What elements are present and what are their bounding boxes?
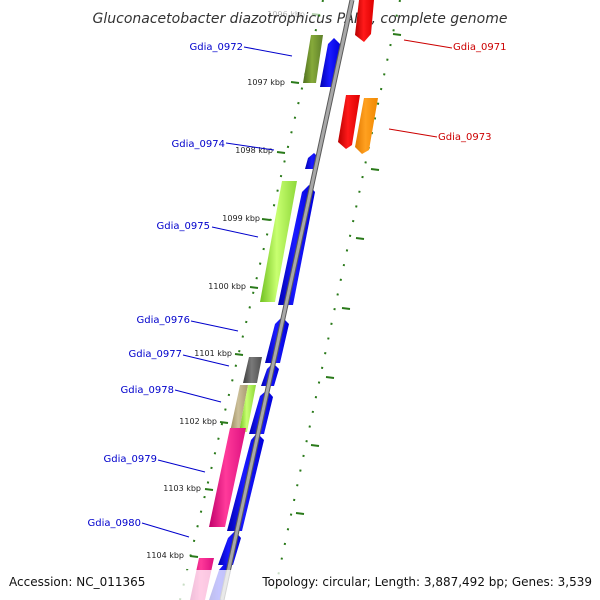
tick-mark <box>311 13 321 16</box>
label-gdia-0973[interactable]: Gdia_0973 <box>388 128 491 143</box>
tick-mark <box>234 353 244 356</box>
leader-line <box>388 128 438 138</box>
tick-label: 1097 kbp <box>247 78 285 87</box>
outer-left-dotted-line <box>179 0 324 600</box>
gene-arrow-gdia-0973-orange[interactable] <box>355 98 378 154</box>
gene-block-gdia-0979-pink[interactable] <box>209 428 246 527</box>
tick-1099: 1099 kbp <box>222 214 271 223</box>
gene-arrow-gdia-0972[interactable] <box>320 38 341 87</box>
gene-label-text[interactable]: Gdia_0974 <box>172 139 225 150</box>
map-title: Gluconacetobacter diazotrophicus PAI 5, … <box>93 11 508 27</box>
tick-mark <box>219 421 229 424</box>
leader-line <box>225 142 275 151</box>
gene-features <box>190 0 378 600</box>
tick-mark <box>189 555 199 558</box>
leader-line <box>243 46 293 57</box>
inner-dash <box>355 237 365 240</box>
tick-label: 1096 kbp <box>267 10 305 19</box>
gene-block-gdia-0978-tan[interactable] <box>230 385 248 432</box>
gene-arrow-gdia-0973[interactable] <box>338 95 360 149</box>
tick-label: 1099 kbp <box>222 214 260 223</box>
gene-label-text[interactable]: Gdia_0972 <box>190 42 243 53</box>
tick-1102: 1102 kbp <box>179 417 229 426</box>
tick-label: 1102 kbp <box>179 417 217 426</box>
label-gdia-0977[interactable]: Gdia_0977 <box>129 349 230 367</box>
tick-mark <box>290 81 300 84</box>
tick-mark <box>261 218 271 221</box>
tick-1101: 1101 kbp <box>194 349 244 358</box>
leader-line <box>190 320 239 332</box>
inner-dash <box>295 512 305 515</box>
inner-dashes <box>295 33 402 515</box>
genome-summary-text: Topology: circular; Length: 3,887,492 bp… <box>261 575 592 589</box>
label-gdia-0971[interactable]: Gdia_0971 <box>403 39 506 53</box>
label-gdia-0978[interactable]: Gdia_0978 <box>121 385 222 403</box>
tick-1100: 1100 kbp <box>208 282 259 291</box>
tick-label: 1104 kbp <box>146 551 184 560</box>
leader-line <box>174 389 222 403</box>
inner-dash <box>310 444 320 447</box>
label-gdia-0975[interactable]: Gdia_0975 <box>157 221 259 238</box>
gene-label-text[interactable]: Gdia_0971 <box>453 42 506 53</box>
gene-label-text[interactable]: Gdia_0979 <box>104 454 157 465</box>
label-gdia-0972[interactable]: Gdia_0972 <box>190 42 293 57</box>
tick-1097: 1097 kbp <box>247 78 300 87</box>
genome-axis <box>219 0 355 600</box>
tick-1098: 1098 kbp <box>235 146 286 155</box>
tick-label: 1103 kbp <box>163 484 201 493</box>
gene-labels: Gdia_0971 Gdia_0972 Gdia_0973 Gdia_0974 … <box>88 39 506 538</box>
tick-1103: 1103 kbp <box>163 484 214 493</box>
accession-text: Accession: NC_011365 <box>9 575 145 589</box>
label-gdia-0974[interactable]: Gdia_0974 <box>172 139 275 151</box>
leader-line <box>211 226 259 238</box>
gene-label-text[interactable]: Gdia_0978 <box>121 385 174 396</box>
gene-label-text[interactable]: Gdia_0976 <box>137 315 190 326</box>
tick-mark <box>204 488 214 491</box>
tick-label: 1101 kbp <box>194 349 232 358</box>
gene-block-gdia-0977-gray[interactable] <box>243 357 262 383</box>
inner-dash <box>370 168 380 171</box>
leader-line <box>182 354 230 367</box>
inner-right-dotted-line <box>272 0 401 600</box>
gene-block-gdia-0978-lime[interactable] <box>239 385 256 432</box>
gene-label-text[interactable]: Gdia_0973 <box>438 132 491 143</box>
gene-arrow-gdia-0971[interactable] <box>355 0 374 42</box>
tick-1104: 1104 kbp <box>146 551 199 560</box>
inner-dash <box>341 307 351 310</box>
leader-line <box>403 39 453 49</box>
kbp-ticks: 1096 kbp 1097 kbp 1098 kbp 1099 kbp 1100… <box>146 10 402 560</box>
leader-line <box>141 522 190 538</box>
tick-label: 1100 kbp <box>208 282 246 291</box>
label-gdia-0979[interactable]: Gdia_0979 <box>104 454 206 473</box>
gene-label-text[interactable]: Gdia_0980 <box>88 518 141 529</box>
leader-line <box>157 459 206 473</box>
gene-block-gdia-0975-lime[interactable] <box>260 181 297 302</box>
gene-label-text[interactable]: Gdia_0975 <box>157 221 210 232</box>
gene-block-gdia-0972-olive[interactable] <box>303 35 323 83</box>
label-gdia-0980[interactable]: Gdia_0980 <box>88 518 190 538</box>
backbone-dotted-lines <box>179 0 401 600</box>
tick-mark <box>249 286 259 289</box>
label-gdia-0976[interactable]: Gdia_0976 <box>137 315 239 332</box>
inner-dash <box>392 33 402 36</box>
gene-label-text[interactable]: Gdia_0977 <box>129 349 182 360</box>
inner-dash <box>325 376 335 379</box>
axis-line <box>220 0 354 600</box>
tick-1096: 1096 kbp <box>267 10 321 19</box>
footer-backdrop <box>0 570 600 600</box>
tick-mark <box>276 151 286 154</box>
tick-label: 1098 kbp <box>235 146 273 155</box>
